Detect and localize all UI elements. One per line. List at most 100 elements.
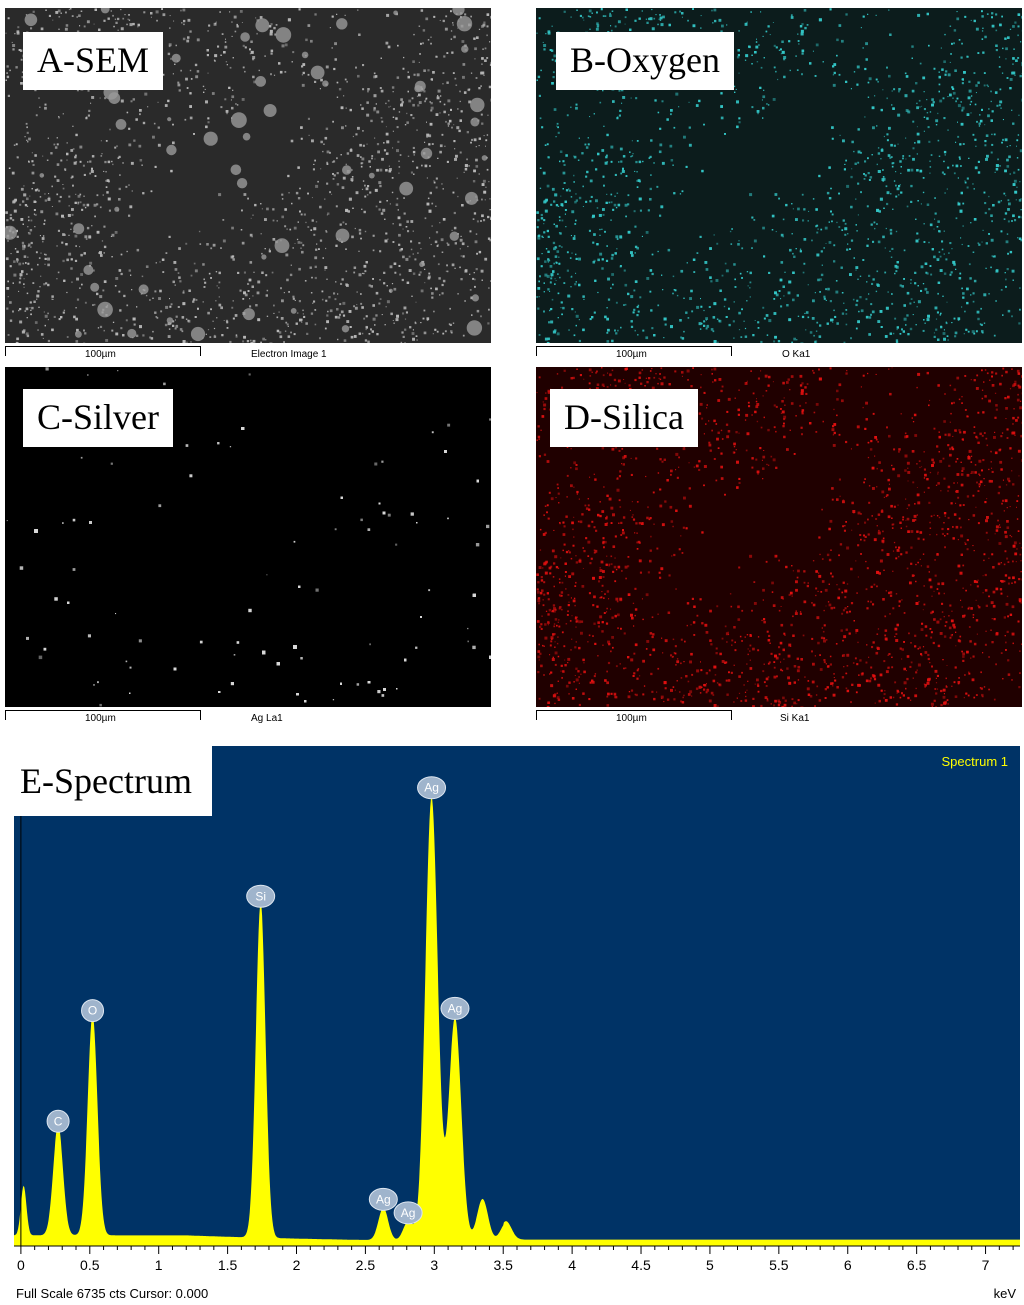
map-speck <box>51 298 53 300</box>
map-speck <box>347 210 350 213</box>
map-speck <box>301 250 304 254</box>
map-speck <box>972 300 975 303</box>
map-speck <box>149 336 152 339</box>
map-speck <box>802 219 805 222</box>
map-speck <box>744 22 748 26</box>
map-speck <box>571 275 573 277</box>
map-speck <box>103 252 105 254</box>
map-speck <box>489 63 491 66</box>
map-speck <box>877 147 880 149</box>
map-speck <box>809 62 812 65</box>
map-speck <box>19 277 22 280</box>
map-speck <box>398 111 401 113</box>
map-speck <box>978 122 981 125</box>
map-speck <box>111 233 115 237</box>
map-speck <box>593 233 596 236</box>
map-speck <box>423 331 427 335</box>
map-speck <box>79 287 81 289</box>
map-speck <box>1021 98 1022 102</box>
map-speck <box>199 243 202 245</box>
map-speck <box>286 278 289 282</box>
map-speck <box>550 308 553 311</box>
map-speck <box>410 114 413 117</box>
map-speck <box>345 208 349 212</box>
map-speck <box>947 339 949 341</box>
map-speck <box>324 136 328 140</box>
map-speck <box>991 12 994 15</box>
map-speck <box>91 225 93 227</box>
map-speck <box>842 219 845 222</box>
map-speck <box>68 195 71 198</box>
map-speck <box>610 193 613 196</box>
map-speck <box>552 76 555 79</box>
map-speck <box>14 248 17 250</box>
particle <box>322 80 329 87</box>
map-speck <box>219 11 221 13</box>
map-speck <box>485 145 486 147</box>
map-speck <box>433 15 436 18</box>
map-speck <box>471 138 473 141</box>
map-speck <box>670 113 672 116</box>
map-speck <box>970 294 972 296</box>
map-speck <box>36 294 40 298</box>
map-speck <box>896 326 899 329</box>
map-speck <box>884 247 886 249</box>
map-speck <box>336 81 339 84</box>
map-speck <box>538 296 540 298</box>
map-speck <box>260 233 262 235</box>
map-speck <box>896 261 899 264</box>
map-speck <box>123 294 126 298</box>
map-speck <box>117 157 120 159</box>
map-speck <box>662 15 665 19</box>
map-speck <box>478 137 481 140</box>
map-speck <box>441 183 443 185</box>
map-speck <box>898 88 901 91</box>
map-speck <box>18 262 22 266</box>
map-speck <box>926 99 928 101</box>
map-speck <box>358 250 360 252</box>
panel-a-label: A-SEM <box>23 32 164 90</box>
map-speck <box>553 247 556 251</box>
map-speck <box>360 156 362 158</box>
map-speck <box>588 9 592 13</box>
map-speck <box>763 317 766 320</box>
map-speck <box>734 286 737 288</box>
map-speck <box>853 71 856 73</box>
map-speck <box>772 98 776 101</box>
map-speck <box>698 322 702 326</box>
map-speck <box>792 208 794 210</box>
map-speck <box>614 252 617 255</box>
map-speck <box>651 253 654 256</box>
map-speck <box>720 92 723 95</box>
map-speck <box>537 75 541 79</box>
map-speck <box>934 306 938 310</box>
map-speck <box>6 287 10 290</box>
map-speck <box>897 113 901 117</box>
map-speck <box>417 252 419 254</box>
map-speck <box>431 431 434 434</box>
map-speck <box>454 157 457 161</box>
map-speck <box>114 146 117 149</box>
map-speck <box>62 233 65 236</box>
map-speck <box>333 292 336 295</box>
map-speck <box>489 239 491 242</box>
map-speck <box>899 160 902 163</box>
map-speck <box>53 315 56 318</box>
map-speck <box>353 266 357 269</box>
map-speck <box>353 335 357 338</box>
map-speck <box>362 144 365 147</box>
map-speck <box>555 136 557 138</box>
map-speck <box>478 173 480 175</box>
particle <box>456 16 473 32</box>
map-speck <box>138 144 142 148</box>
map-speck <box>490 217 491 220</box>
map-speck <box>32 10 35 13</box>
map-speck <box>562 160 565 163</box>
map-speck <box>986 84 989 86</box>
map-speck <box>44 314 48 318</box>
map-speck <box>624 203 628 207</box>
map-speck <box>744 327 747 330</box>
map-speck <box>547 337 550 341</box>
map-speck <box>561 246 563 248</box>
map-speck <box>182 302 186 306</box>
